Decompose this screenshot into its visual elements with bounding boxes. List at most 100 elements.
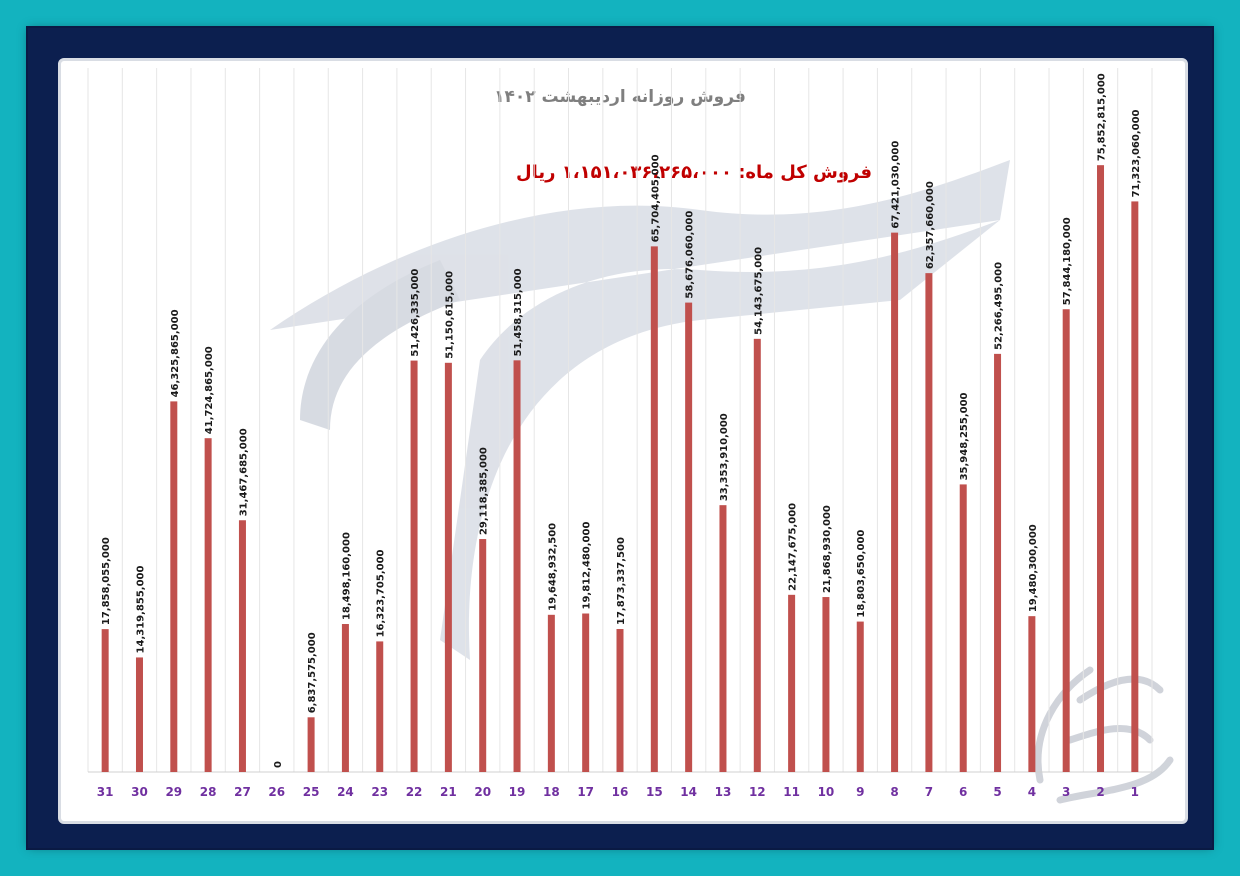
bar-day-24 [341, 624, 349, 772]
data-label-day-29: 46,325,865,000 [170, 309, 181, 397]
x-tick-day-12: 12 [749, 785, 766, 799]
x-tick-day-17: 17 [577, 785, 594, 799]
data-label-day-31: 17,858,055,000 [101, 537, 112, 625]
data-label-day-4: 19,480,300,000 [1028, 524, 1039, 612]
x-tick-day-8: 8 [890, 785, 898, 799]
x-tick-day-28: 28 [200, 785, 217, 799]
bar-day-4 [1028, 616, 1036, 772]
bar-day-22 [410, 360, 418, 772]
bar-day-31 [101, 629, 109, 772]
data-label-day-13: 33,353,910,000 [719, 413, 730, 501]
x-tick-day-30: 30 [131, 785, 148, 799]
total-sales-annotation: فروش کل ماه: ۱،۱۵۱،۰۳۶،۲۶۵،۰۰۰ ریال [516, 162, 872, 183]
bar-day-2 [1097, 165, 1105, 772]
x-tick-day-31: 31 [97, 785, 114, 799]
x-tick-day-26: 26 [268, 785, 285, 799]
x-tick-day-1: 1 [1131, 785, 1139, 799]
bar-day-19 [513, 360, 521, 772]
bar-day-20 [479, 539, 487, 772]
x-tick-day-23: 23 [371, 785, 388, 799]
data-labels: 71,323,060,000 75,852,815,000 57,844,180,0… [101, 73, 1142, 768]
data-label-day-18: 19,648,932,500 [547, 523, 558, 611]
data-label-day-12: 54,143,675,000 [753, 247, 764, 335]
data-label-day-27: 31,467,685,000 [238, 428, 249, 516]
bar-day-23 [376, 641, 384, 772]
x-tick-day-21: 21 [440, 785, 457, 799]
bar-day-13 [719, 505, 727, 772]
x-tick-day-27: 27 [234, 785, 251, 799]
data-label-day-5: 52,266,495,000 [994, 262, 1005, 350]
data-label-day-1: 71,323,060,000 [1131, 109, 1142, 197]
bar-day-17 [582, 613, 590, 772]
x-tick-day-16: 16 [612, 785, 629, 799]
x-tick-day-5: 5 [993, 785, 1001, 799]
data-label-day-3: 57,844,180,000 [1062, 217, 1073, 305]
bar-day-3 [1062, 309, 1070, 772]
bar-day-6 [959, 484, 967, 772]
data-label-day-6: 35,948,255,000 [959, 392, 970, 480]
data-label-day-9: 18,803,650,000 [856, 530, 867, 618]
x-tick-day-15: 15 [646, 785, 663, 799]
grid-lines [87, 68, 1153, 772]
x-tick-labels: 1234567891011121314151617181920212223242… [97, 785, 1139, 799]
data-label-day-26: 0 [273, 761, 284, 768]
data-label-day-17: 19,812,480,000 [582, 522, 593, 610]
x-tick-day-2: 2 [1096, 785, 1104, 799]
x-tick-day-10: 10 [818, 785, 835, 799]
bar-day-11 [788, 594, 796, 772]
x-tick-day-25: 25 [303, 785, 320, 799]
bar-day-1 [1131, 201, 1139, 772]
data-label-day-25: 6,837,575,000 [307, 632, 318, 713]
bar-day-9 [856, 621, 864, 772]
data-label-day-2: 75,852,815,000 [1097, 73, 1108, 161]
bar-day-18 [547, 614, 555, 772]
bar-day-10 [822, 597, 830, 772]
x-tick-day-7: 7 [925, 785, 933, 799]
bar-day-5 [994, 353, 1002, 772]
x-tick-day-29: 29 [165, 785, 182, 799]
x-tick-day-13: 13 [715, 785, 732, 799]
data-label-day-16: 17,873,337,500 [616, 537, 627, 625]
bar-day-25 [307, 717, 315, 772]
data-label-day-20: 29,118,385,000 [479, 447, 490, 535]
watermark-logo [270, 160, 1010, 660]
x-tick-day-22: 22 [406, 785, 423, 799]
data-label-day-23: 16,323,705,000 [376, 549, 387, 637]
data-label-day-11: 22,147,675,000 [788, 503, 799, 591]
bar-day-12 [753, 338, 761, 772]
chart-title: فروش روزانه اردیبهشت ۱۴۰۲ [494, 87, 746, 107]
bar-day-21 [444, 362, 452, 772]
data-label-day-8: 67,421,030,000 [891, 141, 902, 229]
x-tick-day-11: 11 [783, 785, 800, 799]
data-label-day-15: 65,704,405,000 [650, 154, 661, 242]
x-tick-day-9: 9 [856, 785, 864, 799]
x-tick-day-14: 14 [680, 785, 697, 799]
x-tick-day-6: 6 [959, 785, 967, 799]
bar-day-30 [135, 657, 143, 772]
bar-day-15 [650, 246, 658, 773]
data-label-day-24: 18,498,160,000 [341, 532, 352, 620]
data-label-day-30: 14,319,855,000 [135, 565, 146, 653]
x-tick-day-24: 24 [337, 785, 354, 799]
bar-day-14 [685, 302, 693, 772]
x-tick-day-4: 4 [1028, 785, 1036, 799]
bar-day-29 [170, 401, 178, 772]
data-label-day-19: 51,458,315,000 [513, 268, 524, 356]
data-label-day-10: 21,868,930,000 [822, 505, 833, 593]
corner-logo [1034, 666, 1174, 804]
bar-day-16 [616, 629, 624, 772]
data-label-day-7: 62,357,660,000 [925, 181, 936, 269]
bar-day-28 [204, 438, 212, 772]
bar-day-27 [238, 520, 246, 772]
data-label-day-14: 58,676,060,000 [685, 211, 696, 299]
data-label-day-22: 51,426,335,000 [410, 269, 421, 357]
x-tick-day-18: 18 [543, 785, 560, 799]
bar-day-8 [891, 232, 899, 772]
data-label-day-21: 51,150,615,000 [444, 271, 455, 359]
x-tick-day-19: 19 [509, 785, 526, 799]
bar-day-7 [925, 273, 933, 772]
bars [101, 165, 1139, 773]
x-tick-day-3: 3 [1062, 785, 1070, 799]
data-label-day-28: 41,724,865,000 [204, 346, 215, 434]
